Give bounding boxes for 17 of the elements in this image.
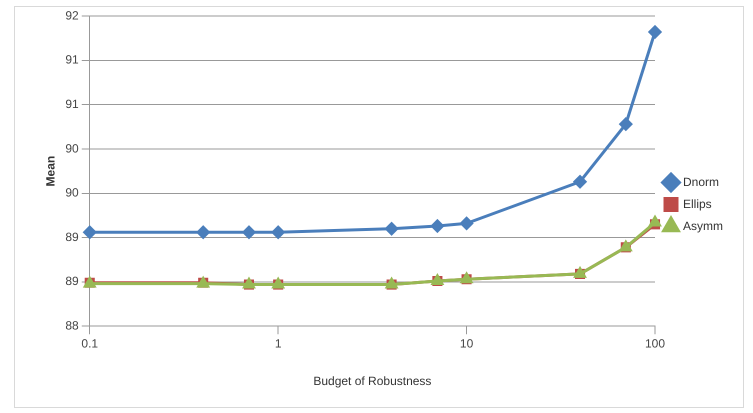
y-tick-label: 92 (65, 8, 80, 22)
x-tick-label: 0.1 (81, 336, 98, 351)
y-tick-label: 90 (65, 186, 80, 200)
x-tick-label: 10 (460, 336, 474, 351)
y-tick-label: 90 (65, 141, 80, 156)
x-axis-title: Budget of Robustness (313, 374, 432, 388)
y-tick-label: 89 (65, 230, 80, 244)
y-axis-title: Mean (44, 156, 58, 186)
y-tick-label: 91 (65, 96, 80, 111)
x-tick-label: 1 (274, 336, 282, 351)
y-tick-label: 88 (65, 318, 80, 333)
y-tick-label: 91 (65, 52, 80, 67)
x-tick-label: 100 (644, 336, 666, 351)
y-tick-label: 89 (65, 274, 80, 288)
legend-label: Ellips (683, 196, 712, 211)
legend-label: Asymm (683, 218, 724, 233)
legend-label: Dnorm (683, 174, 720, 189)
